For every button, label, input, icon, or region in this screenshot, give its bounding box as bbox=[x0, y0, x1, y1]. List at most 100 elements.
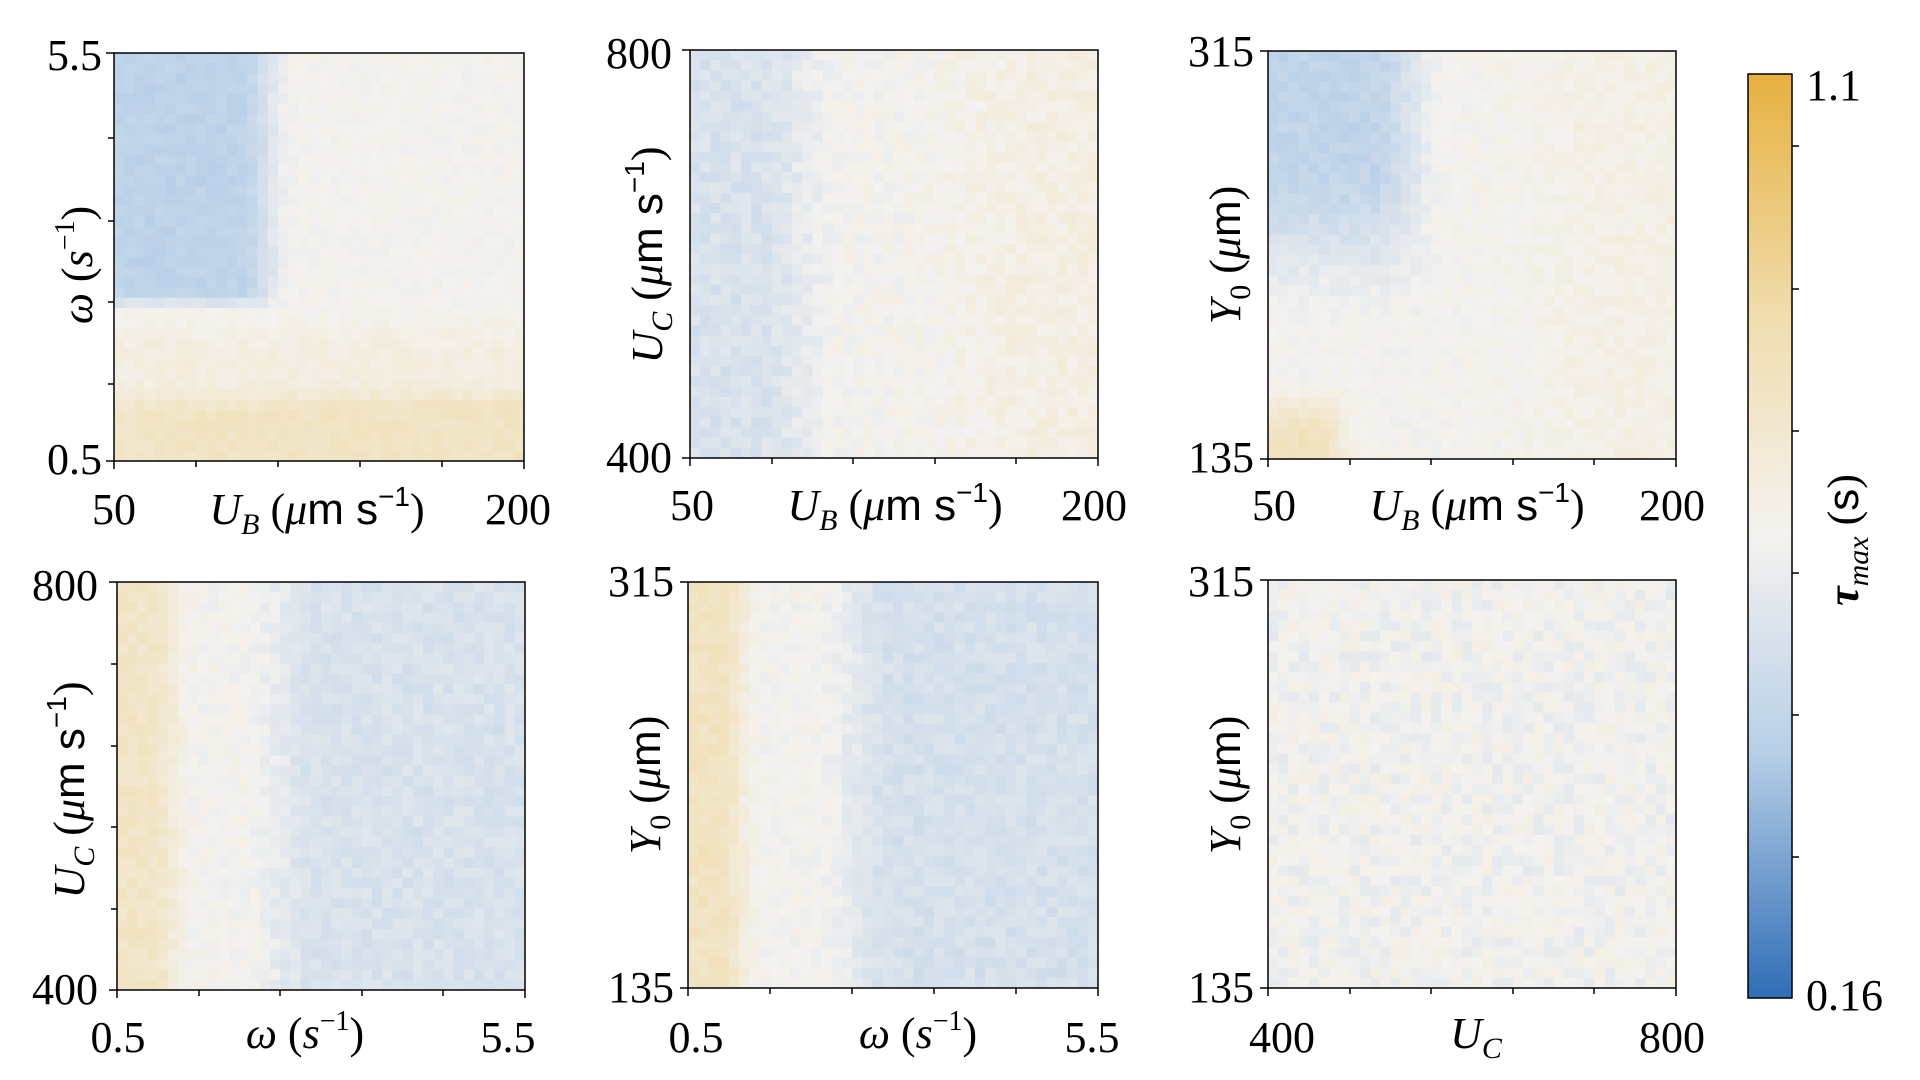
heatmap-cell bbox=[1308, 122, 1320, 133]
heatmap-cell bbox=[1410, 234, 1422, 246]
heatmap-cell bbox=[331, 602, 342, 613]
heatmap-cell bbox=[802, 356, 813, 367]
heatmap-cell bbox=[1016, 366, 1027, 377]
heatmap-cell bbox=[484, 592, 495, 603]
heatmap-cell bbox=[247, 257, 258, 268]
heatmap-cell bbox=[155, 297, 166, 309]
heatmap-cell bbox=[165, 430, 176, 441]
heatmap-cell bbox=[1006, 172, 1017, 183]
heatmap-cell bbox=[144, 297, 156, 309]
heatmap-cell bbox=[1472, 397, 1483, 409]
heatmap-cell bbox=[380, 308, 392, 319]
heatmap-cell bbox=[308, 63, 320, 74]
heatmap-cell bbox=[288, 104, 299, 115]
heatmap-cell bbox=[1329, 173, 1340, 184]
heatmap-cell bbox=[442, 440, 453, 452]
heatmap-cell bbox=[380, 348, 392, 360]
heatmap-cell bbox=[1380, 51, 1391, 62]
heatmap-cell bbox=[802, 417, 813, 428]
heatmap-cell bbox=[1472, 418, 1483, 429]
heatmap-cell bbox=[513, 440, 525, 452]
heatmap-cell bbox=[319, 287, 330, 299]
heatmap-cell bbox=[267, 63, 279, 74]
heatmap-cell bbox=[1543, 408, 1554, 419]
heatmap-cell bbox=[771, 141, 783, 153]
heatmap-cell bbox=[1563, 255, 1575, 266]
heatmap-cell bbox=[401, 144, 412, 156]
heatmap-cell bbox=[1087, 356, 1099, 367]
heatmap-cell bbox=[1512, 336, 1524, 348]
heatmap-cell bbox=[360, 287, 371, 299]
heatmap-cell bbox=[751, 162, 762, 173]
heatmap-cell bbox=[1635, 367, 1646, 378]
heatmap-cell bbox=[319, 134, 330, 146]
heatmap-cell bbox=[1461, 295, 1473, 307]
heatmap-cell bbox=[165, 53, 176, 64]
heatmap-cell bbox=[442, 124, 453, 135]
heatmap-cell bbox=[1574, 275, 1585, 286]
heatmap-cell bbox=[883, 427, 895, 438]
heatmap-cell bbox=[1512, 357, 1524, 368]
heatmap-cell bbox=[741, 233, 752, 245]
heatmap-cell bbox=[1502, 346, 1514, 358]
heatmap-cell bbox=[165, 195, 176, 207]
y-tick-bottom: 400 bbox=[606, 433, 672, 482]
heatmap-cell bbox=[1543, 336, 1554, 348]
heatmap-cell bbox=[1329, 285, 1340, 297]
heatmap-cell bbox=[278, 83, 289, 95]
heatmap-cell bbox=[832, 396, 844, 408]
heatmap-cell bbox=[863, 305, 874, 316]
heatmap-cell bbox=[339, 420, 351, 431]
heatmap-cell bbox=[883, 345, 895, 357]
heatmap-cell bbox=[1421, 193, 1432, 205]
heatmap-cell bbox=[329, 63, 340, 74]
heatmap-cell bbox=[1329, 357, 1340, 368]
heatmap-cell bbox=[1349, 91, 1361, 103]
heatmap-cell bbox=[1645, 306, 1656, 317]
heatmap-cell bbox=[1359, 306, 1371, 317]
heatmap-cell bbox=[1645, 224, 1656, 235]
heatmap-cell bbox=[965, 356, 976, 367]
heatmap-cell bbox=[751, 131, 762, 143]
heatmap-cell bbox=[1553, 438, 1565, 450]
heatmap-cell bbox=[945, 203, 956, 214]
heatmap-cell bbox=[1625, 204, 1636, 215]
heatmap-cell bbox=[267, 379, 279, 390]
heatmap-cell bbox=[1523, 112, 1534, 123]
heatmap-cell bbox=[370, 155, 381, 166]
heatmap-cell bbox=[812, 243, 823, 255]
heatmap-cell bbox=[329, 246, 340, 258]
heatmap-cell bbox=[1625, 173, 1636, 184]
heatmap-cell bbox=[503, 348, 515, 360]
heatmap-cell bbox=[863, 203, 874, 214]
heatmap-cell bbox=[165, 93, 176, 105]
heatmap-cell bbox=[278, 257, 289, 268]
heatmap-cell bbox=[1359, 112, 1371, 123]
heatmap-cell bbox=[257, 338, 269, 350]
heatmap-cell bbox=[206, 236, 217, 248]
heatmap-cell bbox=[802, 203, 813, 214]
heatmap-cell bbox=[1533, 377, 1544, 388]
heatmap-cell bbox=[1380, 295, 1391, 307]
heatmap-cell bbox=[771, 264, 783, 275]
heatmap-cell bbox=[168, 602, 179, 613]
heatmap-cell bbox=[1319, 112, 1330, 123]
heatmap-cell bbox=[934, 182, 946, 194]
heatmap-cell bbox=[792, 254, 803, 265]
heatmap-cell bbox=[934, 192, 946, 204]
heatmap-cell bbox=[401, 93, 412, 105]
heatmap-cell bbox=[730, 447, 742, 459]
heatmap-cell bbox=[934, 437, 946, 449]
heatmap-cell bbox=[741, 141, 752, 153]
heatmap-cell bbox=[370, 216, 381, 227]
heatmap-cell bbox=[1482, 142, 1493, 154]
heatmap-cell bbox=[401, 155, 412, 166]
heatmap-cell bbox=[1584, 448, 1595, 460]
heatmap-cell bbox=[1016, 294, 1027, 306]
heatmap-cell bbox=[165, 185, 176, 197]
heatmap-cell bbox=[1512, 306, 1524, 317]
heatmap-cell bbox=[1645, 91, 1656, 103]
heatmap-cell bbox=[1087, 90, 1099, 102]
heatmap-cell bbox=[761, 203, 772, 214]
heatmap-cell bbox=[1574, 71, 1585, 82]
